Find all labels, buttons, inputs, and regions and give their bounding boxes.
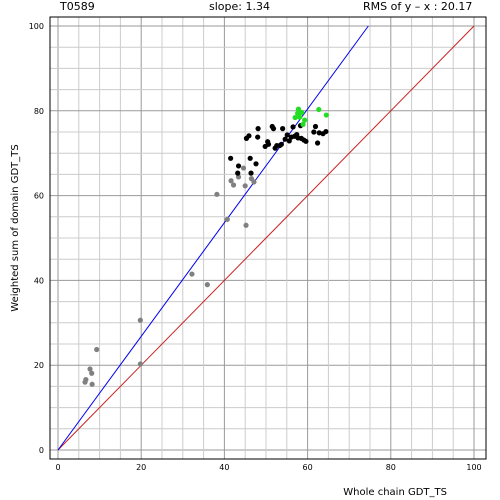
data-point (270, 126, 277, 132)
data-point (224, 216, 230, 222)
data-point (323, 128, 329, 135)
x-tick-label: 20 (136, 463, 146, 472)
data-point (282, 136, 288, 142)
data-point (246, 133, 252, 139)
data-point (253, 161, 259, 167)
data-point (189, 271, 195, 277)
data-point (290, 124, 296, 130)
data-point (297, 114, 303, 120)
data-point (240, 165, 247, 171)
x-tick-label: 100 (466, 463, 481, 472)
data-point (255, 126, 261, 132)
y-axis-label: Weighted sum of domain GDT_TS (10, 144, 21, 311)
data-point (137, 317, 143, 323)
data-point (280, 126, 286, 132)
y-tick-label: 100 (29, 22, 44, 31)
data-point (94, 346, 100, 353)
data-point (235, 163, 242, 169)
data-point (255, 134, 261, 140)
y-tick-label: 0 (39, 446, 44, 455)
target-id: T0589 (60, 0, 95, 13)
data-point (278, 141, 284, 147)
plot-frame (49, 16, 487, 460)
y-tick-label: 60 (34, 192, 44, 201)
data-point (243, 222, 249, 228)
data-point (312, 123, 319, 130)
data-point (300, 121, 306, 127)
y-tick-label: 80 (34, 107, 44, 116)
data-point (235, 170, 241, 176)
data-point (214, 191, 220, 197)
data-point (228, 178, 234, 184)
data-point (247, 155, 253, 161)
x-tick-label: 40 (219, 463, 229, 472)
y-tick-label: 40 (34, 276, 44, 285)
data-point (89, 370, 95, 376)
data-point (316, 106, 322, 113)
data-point (295, 106, 302, 112)
data-point (230, 182, 237, 188)
x-tick-label: 80 (386, 463, 396, 472)
data-point (248, 170, 254, 176)
data-point (314, 140, 321, 146)
x-tick-label: 0 (55, 463, 60, 472)
data-point (228, 155, 234, 161)
data-point (265, 141, 272, 147)
data-point (286, 138, 292, 144)
rms-label: RMS of y – x : 20.17 (363, 0, 473, 13)
data-point (299, 109, 305, 116)
data-point (295, 110, 301, 116)
data-point (87, 366, 93, 372)
data-point (83, 377, 89, 383)
reference-line (57, 25, 475, 451)
data-point (311, 129, 317, 135)
data-point (323, 112, 329, 118)
x-tick-label: 60 (303, 463, 313, 472)
data-point (302, 117, 308, 123)
data-point (89, 381, 95, 387)
data-point (284, 132, 290, 138)
reference-line (57, 25, 369, 451)
data-point (303, 138, 309, 144)
data-point (204, 282, 210, 288)
data-point (292, 114, 298, 121)
y-tick-label: 20 (34, 361, 44, 370)
data-point (251, 179, 257, 185)
data-point (242, 183, 248, 189)
slope-label: slope: 1.34 (209, 0, 270, 13)
x-axis-label: Whole chain GDT_TS (343, 487, 447, 498)
data-point (137, 361, 143, 367)
